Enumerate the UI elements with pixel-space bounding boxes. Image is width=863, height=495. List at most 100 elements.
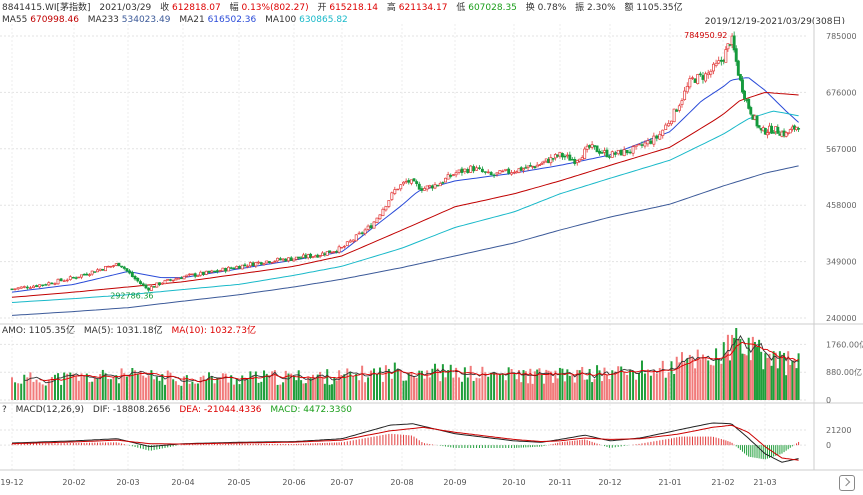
candle-body xyxy=(680,100,684,105)
candle-body xyxy=(104,265,107,272)
candle-body xyxy=(463,168,467,173)
quote-date: 2021/03/29 xyxy=(99,3,152,13)
volume-bar xyxy=(507,367,510,400)
candle-body xyxy=(776,126,780,134)
candle-body xyxy=(547,159,551,164)
volume-bar xyxy=(498,374,501,400)
candle-body xyxy=(672,108,676,123)
candle-body xyxy=(259,262,263,265)
candle-body xyxy=(688,78,692,88)
volume-bar xyxy=(795,368,798,400)
volume-bar xyxy=(276,384,279,400)
volume-bar xyxy=(460,381,463,400)
volume-bar xyxy=(273,370,276,400)
candle-body xyxy=(342,245,346,248)
candle-body xyxy=(535,164,539,168)
volume-bar xyxy=(731,334,734,400)
volume-bar xyxy=(367,377,370,400)
volume-bar xyxy=(678,362,681,400)
candle-body xyxy=(655,135,659,139)
volume-bar xyxy=(14,382,17,400)
volume-bar xyxy=(268,376,271,400)
volume-bar xyxy=(583,379,586,400)
volume-bar xyxy=(529,368,532,400)
volume-bar xyxy=(53,374,56,400)
candle-body xyxy=(369,225,373,229)
volume-bar xyxy=(538,368,541,400)
volume-bar xyxy=(611,370,614,400)
volume-bar xyxy=(309,378,312,400)
volume-bar xyxy=(343,374,346,400)
volume-bar xyxy=(632,370,635,400)
candle-body xyxy=(53,283,57,285)
price-y-tick-label: 240000 xyxy=(826,314,857,323)
candle-body xyxy=(658,133,662,140)
volume-bar xyxy=(355,374,358,400)
candle-body xyxy=(268,261,271,264)
candle-body xyxy=(652,135,656,145)
candle-body xyxy=(251,262,255,267)
candle-body xyxy=(622,149,626,157)
volume-bar xyxy=(20,383,23,400)
volume-bar xyxy=(221,373,224,400)
candle-body xyxy=(299,257,303,259)
volume-bar xyxy=(566,369,569,400)
candle-body xyxy=(788,129,792,134)
volume-bar xyxy=(202,375,205,400)
candle-body xyxy=(10,288,14,291)
x-tick-label: 21-02 xyxy=(711,478,734,487)
volume-bar xyxy=(683,362,686,400)
volume-bar xyxy=(208,372,211,400)
high-value: 621134.17 xyxy=(398,3,448,13)
candle-body xyxy=(784,132,788,137)
volume-bar xyxy=(726,334,729,400)
candle-body xyxy=(387,200,391,207)
volume-bar xyxy=(263,370,266,400)
volume-bar xyxy=(174,381,177,400)
candle-body xyxy=(323,253,327,256)
candle-body xyxy=(221,267,225,272)
candle-body xyxy=(772,132,776,134)
volume-bar xyxy=(63,372,66,400)
candle-body xyxy=(128,270,132,274)
volume-bar xyxy=(216,377,219,400)
volume-bar xyxy=(358,380,361,400)
candle-body xyxy=(743,90,746,100)
volume-ma5-line xyxy=(24,334,799,384)
date-range[interactable]: 2019/12/19-2021/03/29(308日) xyxy=(704,17,845,27)
candle-body xyxy=(114,263,118,266)
x-tick-label: 20-06 xyxy=(282,478,305,487)
candle-body xyxy=(436,184,440,187)
volume-bar xyxy=(153,379,156,400)
candle-body xyxy=(284,258,288,262)
candle-body xyxy=(637,143,641,146)
candle-body xyxy=(88,274,91,276)
candle-body xyxy=(404,180,408,183)
volume-bar xyxy=(772,351,775,400)
volume-bar xyxy=(436,368,439,400)
candle-body xyxy=(553,154,557,159)
volume-bar xyxy=(626,374,629,400)
volume-bar xyxy=(418,370,421,400)
volume-bar xyxy=(586,379,589,400)
volume-bar xyxy=(603,367,606,400)
price-y-tick-label: 458000 xyxy=(826,201,857,210)
candle-body xyxy=(281,258,285,261)
volume-bar xyxy=(112,377,115,400)
candle-body xyxy=(393,189,397,194)
candle-body xyxy=(32,285,35,289)
volume-bar xyxy=(330,384,333,400)
volume-bar xyxy=(426,370,429,400)
candle-body xyxy=(190,273,194,276)
volume-bar xyxy=(704,357,707,400)
volume-bar xyxy=(675,356,678,400)
candle-body xyxy=(390,192,394,200)
volume-bar xyxy=(284,370,287,400)
volume-bar xyxy=(439,381,442,400)
help-icon[interactable]: ? xyxy=(2,405,7,415)
price-y-tick-label: 567000 xyxy=(826,145,857,154)
candle-body xyxy=(147,287,151,291)
volume-bar xyxy=(797,353,800,400)
volume-bar xyxy=(66,373,69,400)
